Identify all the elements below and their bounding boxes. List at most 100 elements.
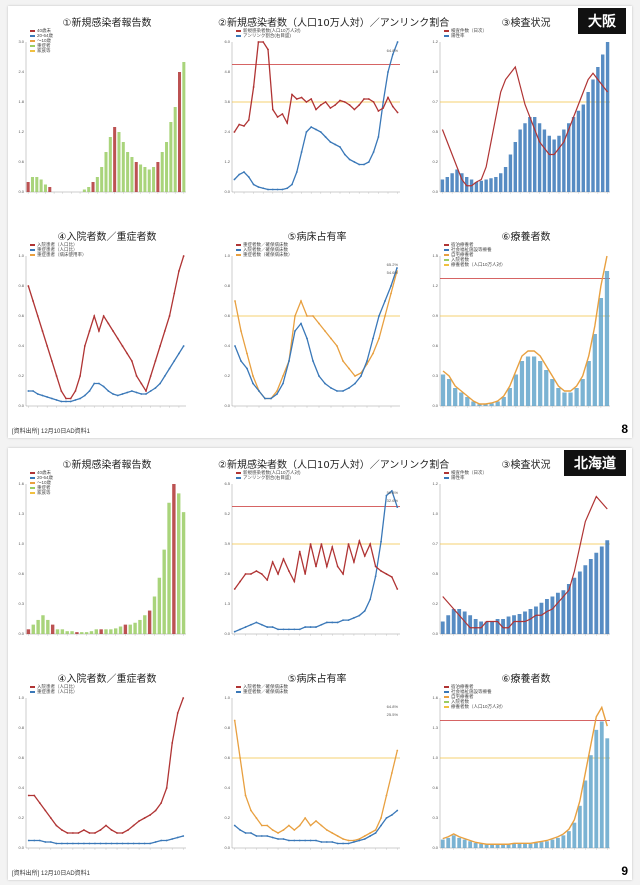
data-point <box>293 839 296 842</box>
bar <box>91 182 95 192</box>
data-point <box>50 397 53 400</box>
data-point <box>143 842 146 845</box>
chart-svg: 0.0 0.2 0.5 0.7 1.0 1.2 検査件数（日次）陽性率 <box>432 469 610 636</box>
data-point <box>145 393 147 395</box>
data-point <box>306 315 308 317</box>
bar <box>484 179 488 192</box>
bar <box>123 624 128 634</box>
legend-swatch <box>30 487 35 489</box>
data-point <box>396 809 399 812</box>
data-point <box>334 143 337 146</box>
chart-panel-5: ⑤病床占有率 0.0 0.2 0.4 0.6 0.8 1.0 入院者数／確保病床数 重症者数／確… <box>218 670 416 870</box>
y-tick-label: 1.2 <box>432 283 438 288</box>
y-tick-label: 0.0 <box>432 403 438 408</box>
bar <box>601 54 605 192</box>
data-point <box>320 543 323 545</box>
y-tick-label: 0.0 <box>224 403 230 408</box>
bar <box>440 621 445 634</box>
data-point <box>140 382 143 385</box>
series-line <box>28 345 185 403</box>
data-point <box>233 824 236 827</box>
data-point <box>390 285 392 287</box>
data-point <box>320 623 323 626</box>
bar <box>586 92 590 192</box>
data-point <box>49 817 52 819</box>
data-point <box>182 345 185 347</box>
stacked-bar <box>465 397 470 406</box>
total-line <box>442 255 608 405</box>
chart-panel-5: ⑤病床占有率 0.0 0.2 0.4 0.6 0.8 1.0 重症者数／確保病床数 入院者数／確… <box>218 228 416 428</box>
data-point <box>240 330 242 332</box>
data-point <box>239 628 242 631</box>
data-point <box>342 573 344 575</box>
y-tick-label: 4.8 <box>224 69 230 74</box>
data-point <box>27 390 30 392</box>
data-point <box>387 96 389 99</box>
bar <box>528 117 532 192</box>
data-point <box>342 838 344 840</box>
data-point <box>331 841 334 843</box>
data-point <box>342 842 344 845</box>
legend-swatch <box>30 45 35 47</box>
stacked-bar <box>477 404 482 406</box>
data-point <box>266 579 269 581</box>
data-point <box>77 842 80 845</box>
data-point <box>306 337 308 340</box>
data-point <box>294 315 296 317</box>
data-point <box>74 390 77 392</box>
stacked-bar <box>561 835 566 848</box>
data-point <box>145 390 147 392</box>
stacked-bar <box>479 843 484 848</box>
data-point <box>240 360 242 362</box>
data-point <box>140 393 143 395</box>
data-point <box>38 839 41 842</box>
legend-label: 重症者数／確保病床数 <box>243 241 288 248</box>
y-tick-label: 0.3 <box>432 373 438 378</box>
stacked-bar <box>512 843 516 848</box>
bar <box>547 135 551 192</box>
y-tick-label: 0.6 <box>432 785 438 790</box>
data-point <box>116 842 118 845</box>
legend-swatch <box>30 40 35 42</box>
stacked-bar <box>592 334 597 406</box>
data-point <box>233 719 236 722</box>
data-point <box>260 573 263 575</box>
series-line <box>27 255 185 400</box>
y-tick-label: 1.2 <box>432 39 438 44</box>
y-tick-label: 0.0 <box>18 631 24 636</box>
legend-label: 新規感染者数(人口10万人対) <box>243 27 301 34</box>
stacked-bar <box>446 379 452 406</box>
y-tick-label: 0.6 <box>18 159 24 164</box>
y-tick-label: 0.8 <box>224 725 230 730</box>
bar <box>126 152 130 192</box>
y-tick-label: 1.5 <box>432 253 438 258</box>
data-point <box>250 573 252 575</box>
y-tick-label: 1.0 <box>224 695 230 700</box>
data-point <box>262 41 265 43</box>
data-point <box>298 839 301 842</box>
bar <box>50 624 55 634</box>
data-point <box>342 360 344 362</box>
stacked-bar <box>495 401 500 406</box>
data-point <box>116 832 118 834</box>
data-point <box>71 832 74 834</box>
data-point <box>384 315 386 317</box>
data-point <box>298 628 301 631</box>
data-point <box>363 838 366 840</box>
legend-swatch <box>444 30 449 32</box>
data-point <box>315 839 317 842</box>
data-point <box>138 842 141 845</box>
legend-swatch <box>30 30 35 32</box>
data-point <box>88 330 91 332</box>
legend-label: 40歳未 <box>37 27 52 34</box>
data-point <box>348 158 351 161</box>
annotation-label: 64.8% <box>387 48 399 53</box>
bar <box>70 631 74 634</box>
data-point <box>382 101 385 103</box>
data-point <box>366 360 368 362</box>
series-line <box>234 538 398 590</box>
data-point <box>324 136 327 138</box>
data-point <box>239 580 242 583</box>
data-point <box>36 393 39 395</box>
